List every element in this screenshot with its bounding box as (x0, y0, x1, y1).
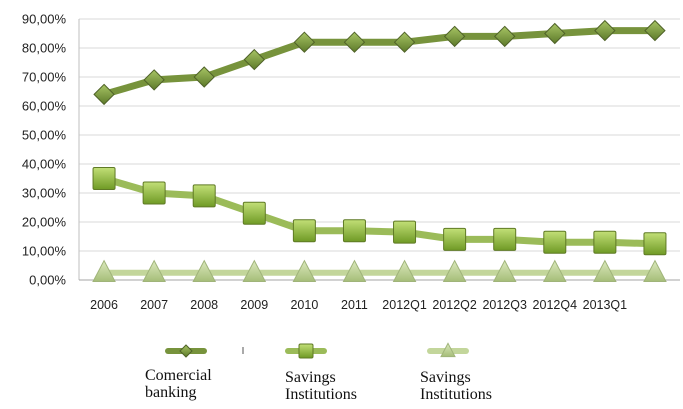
y-tick-label: 70,00% (22, 70, 67, 85)
square-marker (544, 231, 566, 253)
square-marker (494, 228, 516, 250)
x-tick-label: 2007 (140, 298, 168, 312)
series-savings-institutions-2 (93, 261, 666, 282)
y-tick-label: 60,00% (22, 99, 67, 114)
legend-diamond-marker (180, 345, 192, 357)
legend-swatch-savings-institutions-1 (288, 344, 324, 358)
square-marker (444, 228, 466, 250)
series-comercial-banking (94, 21, 665, 105)
diamond-marker (595, 21, 615, 41)
diamond-marker (144, 70, 164, 90)
diamond-marker (545, 24, 565, 44)
y-tick-label: 10,00% (22, 244, 67, 259)
legend-swatch-savings-institutions-2 (430, 343, 466, 356)
diamond-marker (194, 67, 214, 87)
square-marker (343, 220, 365, 242)
x-tick-label: 2010 (290, 298, 318, 312)
series-line-savings-institutions-1 (104, 179, 655, 244)
legend (168, 343, 466, 358)
diamond-marker (395, 32, 415, 52)
square-marker (193, 185, 215, 207)
square-marker (644, 233, 666, 255)
y-tick-label: 90,00% (22, 12, 67, 27)
x-tick-label: 2009 (240, 298, 268, 312)
legend-swatch-comercial-banking (168, 345, 204, 357)
x-tick-label: 2012Q2 (432, 298, 477, 312)
square-marker (394, 221, 416, 243)
x-tick-label: 2012Q3 (482, 298, 527, 312)
square-marker (594, 231, 616, 253)
y-tick-label: 50,00% (22, 128, 67, 143)
x-tick-label: 2013Q1 (583, 298, 628, 312)
square-marker (143, 182, 165, 204)
diamond-marker (645, 21, 665, 41)
series-line-comercial-banking (104, 31, 655, 95)
y-tick-label: 40,00% (22, 157, 67, 172)
x-tick-label: 2012Q4 (533, 298, 578, 312)
legend-label-savings-institutions-1: Savings Institutions (285, 369, 357, 403)
diamond-marker (344, 32, 364, 52)
square-marker (243, 202, 265, 224)
diamond-marker (445, 26, 465, 46)
diamond-marker (495, 26, 515, 46)
y-tick-label: 20,00% (22, 215, 67, 230)
diamond-marker (94, 84, 114, 104)
legend-label-comercial-banking: Comercial banking (145, 367, 212, 401)
diamond-marker (244, 50, 264, 70)
square-marker (293, 220, 315, 242)
square-marker (93, 168, 115, 190)
x-tick-label: 2011 (341, 298, 368, 312)
x-tick-label: 2006 (90, 298, 118, 312)
gridlines (79, 19, 680, 251)
legend-label-savings-institutions-2: Savings Institutions (420, 369, 492, 403)
y-tick-label: 30,00% (22, 186, 67, 201)
diamond-marker (294, 32, 314, 52)
series-savings-institutions-1 (93, 168, 666, 255)
series-group (93, 21, 666, 282)
legend-square-marker (299, 344, 313, 358)
x-tick-label: 2012Q1 (382, 298, 427, 312)
x-tick-label: 2008 (190, 298, 218, 312)
y-tick-label: 0,00% (29, 273, 66, 288)
y-tick-label: 80,00% (22, 41, 67, 56)
